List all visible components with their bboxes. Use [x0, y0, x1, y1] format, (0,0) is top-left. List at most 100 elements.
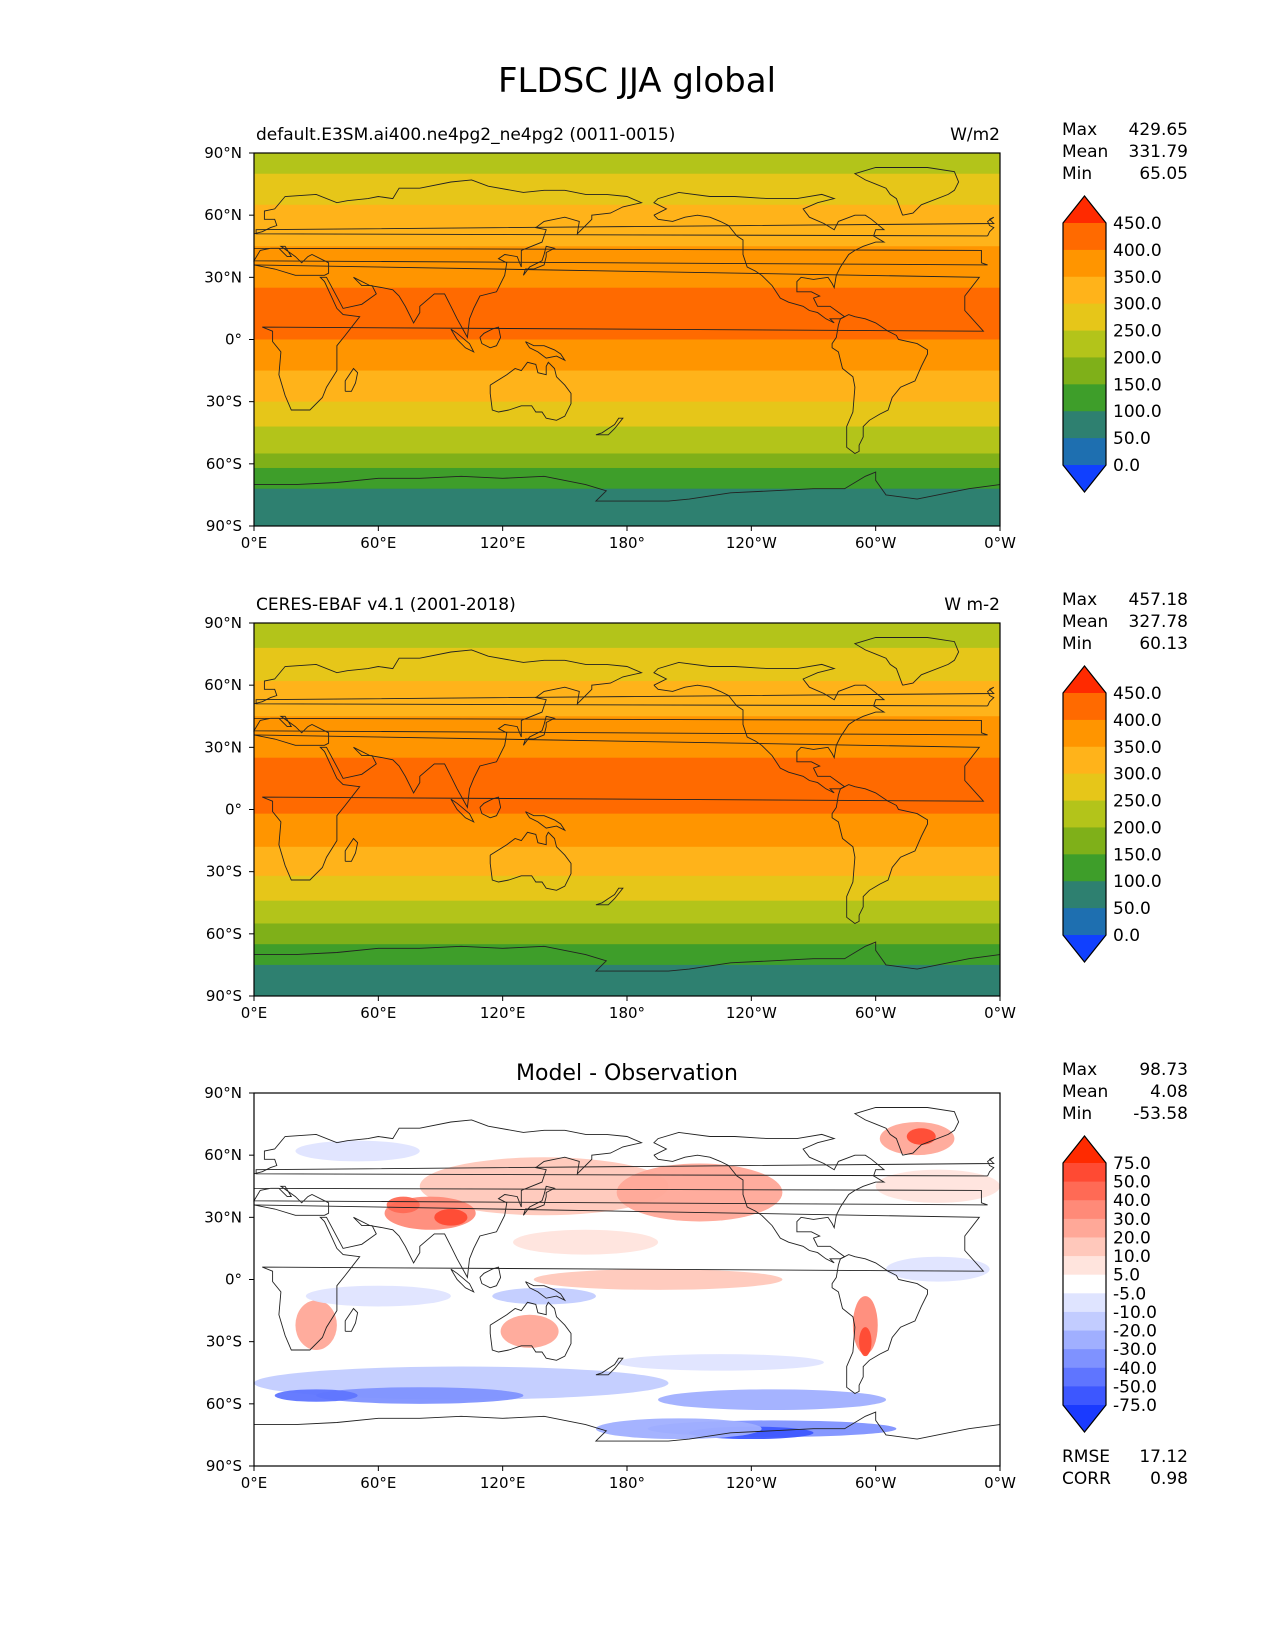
coastline [255, 216, 995, 237]
x-tick-label: 0°E [241, 534, 268, 552]
x-axis: 0°E 60°E 120°E 180° 120°W 60°W 0°W [241, 996, 1016, 1022]
colorbar-segment [1063, 357, 1106, 385]
x-tick-label: 0°W [984, 534, 1016, 552]
x-axis: 0°E 60°E 120°E 180° 120°W 60°W 0°W [241, 526, 1016, 552]
y-tick-label: 60°S [206, 1395, 242, 1413]
stat-min-value: 65.05 [1139, 164, 1188, 184]
coastline [525, 341, 567, 362]
coastlines [253, 1107, 1001, 1442]
y-axis: 90°N 60°N 30°N 0° 30°S 60°S 90°S [204, 614, 254, 1005]
coastline [253, 649, 988, 881]
x-tick-label: 0°E [241, 1004, 268, 1022]
colorbar-tick-label: 150.0 [1113, 845, 1162, 865]
stat-max-label: Max [1062, 1060, 1097, 1080]
anomaly-contour [616, 1354, 824, 1371]
colorbar-segment [1063, 1200, 1106, 1220]
map-fill [254, 623, 1000, 996]
contour-band [254, 846, 1000, 877]
x-tick-label: 60°W [855, 1474, 897, 1492]
contour-band [254, 204, 1000, 247]
x-tick-label: 120°E [480, 1004, 526, 1022]
anomaly-contour [658, 1389, 887, 1411]
coastline [255, 686, 995, 707]
y-tick-label: 0° [225, 801, 242, 819]
colorbar-segment [1063, 854, 1106, 882]
coastline [831, 784, 928, 925]
coastline [479, 1266, 502, 1289]
x-tick-label: 60°W [855, 1004, 897, 1022]
contour-band [254, 153, 1000, 175]
stats-block: Max 457.18 Mean 327.78 Min 60.13 [1062, 590, 1188, 654]
coastline [450, 798, 475, 823]
contour-band [254, 944, 1000, 966]
coastline [450, 1268, 475, 1293]
coastlines [253, 167, 1001, 502]
x-axis: 0°E 60°E 120°E 180° 120°W 60°W 0°W [241, 1466, 1016, 1492]
x-tick-label: 120°E [480, 534, 526, 552]
anomaly-contour [906, 1128, 936, 1145]
coastline [653, 661, 886, 794]
colorbar-tick-label: 250.0 [1113, 792, 1162, 812]
y-tick-label: 60°N [204, 1146, 242, 1164]
x-tick-label: 120°W [726, 1474, 777, 1492]
y-tick-label: 90°N [204, 1084, 242, 1102]
rmse-value: 17.12 [1139, 1447, 1188, 1467]
colorbar-segment [1063, 881, 1106, 909]
colorbar-segment [1063, 223, 1106, 251]
contour-band [254, 623, 1000, 649]
anomaly-contour [305, 1285, 451, 1307]
panel-center-title: Model - Observation [516, 1061, 738, 1086]
colorbar-tick-label: -50.0 [1113, 1377, 1157, 1397]
colorbar-tick-label: 5.0 [1113, 1266, 1140, 1286]
colorbar-tick-label: -30.0 [1113, 1340, 1157, 1360]
colorbar-tick-label: 40.0 [1113, 1191, 1151, 1211]
stat-mean-value: 327.78 [1129, 612, 1188, 632]
anomaly-contour [886, 1256, 990, 1282]
stat-min-label: Min [1062, 164, 1092, 184]
coastline [595, 887, 624, 906]
colorbar: 450.0 400.0 350.0 300.0 250.0 200.0 150.0 100.0… [1062, 665, 1162, 963]
coastline [831, 1254, 928, 1395]
stats-block: Max 98.73 Mean 4.08 Min -53.58 [1062, 1060, 1188, 1124]
x-tick-label: 60°E [360, 534, 396, 552]
colorbar-tick-label: -40.0 [1113, 1359, 1157, 1379]
x-tick-label: 0°W [984, 1474, 1016, 1492]
colorbar-extend-max [1063, 666, 1106, 693]
panel-observation: CERES-EBAF v4.1 (2001-2018) W m-2 0°E 60°… [204, 590, 1188, 1022]
corr-value: 0.98 [1150, 1469, 1188, 1489]
colorbar-segment [1063, 1218, 1106, 1238]
y-tick-label: 30°N [204, 268, 242, 286]
colorbar-segment [1063, 1349, 1106, 1369]
x-tick-label: 60°E [360, 1474, 396, 1492]
stat-max-value: 457.18 [1129, 590, 1188, 610]
map-fill [254, 1093, 1000, 1466]
contour-band [254, 813, 1000, 848]
y-tick-label: 30°S [206, 863, 242, 881]
coastline [253, 179, 988, 411]
colorbar-segment [1063, 303, 1106, 331]
colorbar-segment [1063, 438, 1106, 466]
colorbar-segment [1063, 276, 1106, 305]
anomaly-contour [852, 1296, 878, 1355]
colorbar-outline [1062, 1135, 1107, 1433]
colorbar-extend-max [1063, 1136, 1106, 1163]
stat-mean-label: Mean [1062, 142, 1108, 162]
coastline [853, 1107, 960, 1156]
stat-mean-label: Mean [1062, 1082, 1108, 1102]
colorbar-tick-label: 300.0 [1113, 765, 1162, 785]
colorbar-tick-label: -5.0 [1113, 1284, 1146, 1304]
panel-left-title: default.E3SM.ai400.ne4pg2_ne4pg2 (0011-0… [256, 125, 675, 145]
x-tick-label: 60°E [360, 1004, 396, 1022]
colorbar-tick-label: 10.0 [1113, 1247, 1151, 1267]
colorbar-tick-label: 250.0 [1113, 322, 1162, 342]
colorbar-segment [1063, 827, 1106, 855]
x-tick-label: 180° [609, 534, 645, 552]
colorbar-segment [1063, 1256, 1106, 1276]
colorbar-segment [1063, 1237, 1106, 1257]
contour-band [254, 900, 1000, 925]
anomaly-contour [533, 1269, 783, 1290]
contour-band [254, 401, 1000, 428]
anomaly-contour [616, 1163, 783, 1222]
colorbar-tick-label: 75.0 [1113, 1154, 1151, 1174]
stat-mean-value: 4.08 [1150, 1082, 1188, 1102]
